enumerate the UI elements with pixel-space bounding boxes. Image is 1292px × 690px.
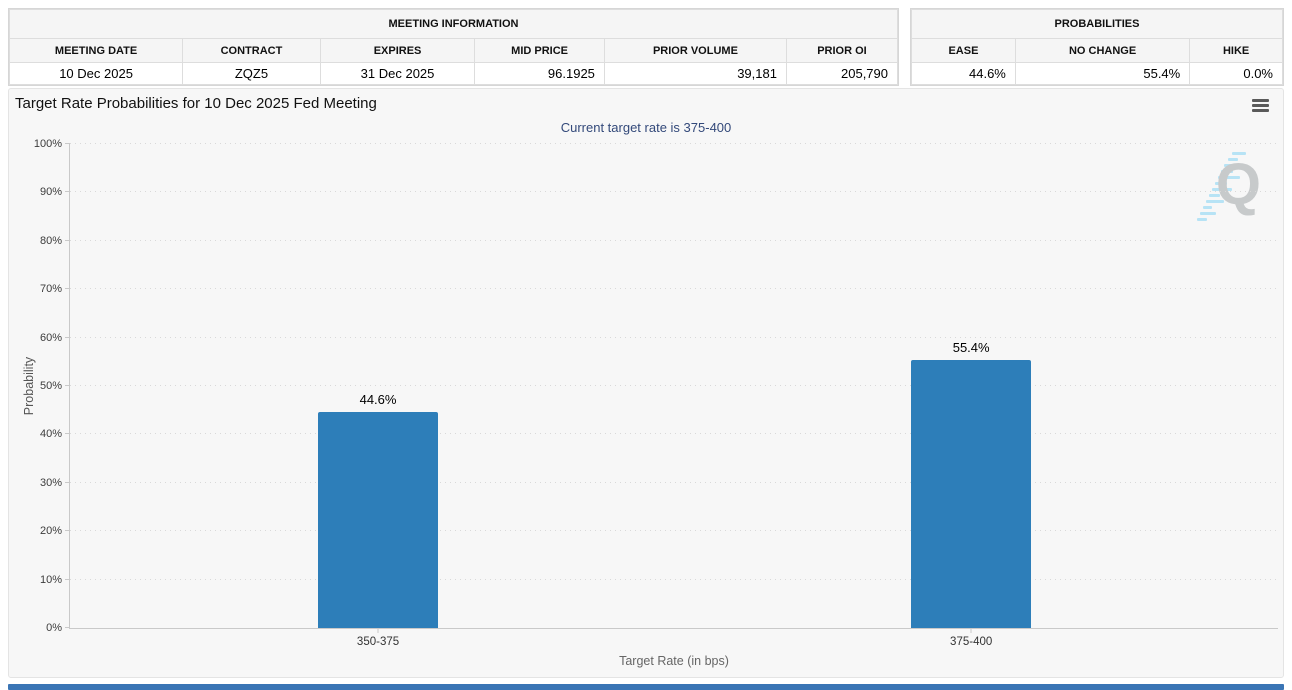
chart-title: Target Rate Probabilities for 10 Dec 202…: [15, 95, 377, 112]
bar[interactable]: [911, 359, 1032, 628]
hamburger-menu-icon[interactable]: [1252, 99, 1269, 114]
col-prior-oi: PRIOR OI: [785, 38, 899, 63]
y-tick-label: 0%: [46, 622, 62, 634]
quikstrike-q-logo-icon: Q: [1195, 146, 1261, 228]
bar-group: 44.6%: [318, 144, 439, 628]
top-tables-row: MEETING INFORMATION MEETING DATE CONTRAC…: [8, 8, 1284, 86]
probabilities-row: 44.6% 55.4% 0.0%: [911, 62, 1283, 85]
y-tick: [65, 385, 70, 386]
gridline: [70, 336, 1278, 338]
y-tick-label: 80%: [39, 234, 62, 247]
meeting-info-table: MEETING INFORMATION MEETING DATE CONTRAC…: [8, 9, 899, 85]
col-contract: CONTRACT: [182, 38, 321, 63]
y-tick-label: 20%: [39, 525, 62, 538]
col-prior-volume: PRIOR VOLUME: [603, 38, 787, 63]
gridline: [70, 288, 1278, 290]
ease-value: 44.6%: [911, 62, 1016, 85]
gridline: [70, 239, 1278, 241]
meeting-date-value: 10 Dec 2025: [8, 62, 184, 85]
probabilities-panel: PROBABILITIES EASE NO CHANGE HIKE 44.6% …: [910, 8, 1284, 86]
x-axis-title: Target Rate (in bps): [619, 654, 729, 668]
y-tick: [65, 627, 70, 628]
col-ease: EASE: [911, 38, 1016, 63]
col-expires: EXPIRES: [319, 38, 476, 63]
probabilities-title: PROBABILITIES: [911, 9, 1283, 39]
y-tick: [65, 336, 70, 338]
y-tick: [65, 481, 70, 483]
y-tick-label: 100%: [33, 138, 62, 150]
bar-value-label: 55.4%: [952, 339, 990, 355]
hike-value: 0.0%: [1189, 62, 1283, 85]
x-category-label: 350-375: [356, 636, 400, 648]
y-tick: [65, 239, 70, 241]
no-change-value: 55.4%: [1014, 62, 1191, 85]
col-hike: HIKE: [1189, 38, 1283, 63]
y-tick: [65, 143, 70, 144]
gridline: [70, 481, 1278, 483]
col-no-change: NO CHANGE: [1014, 38, 1191, 63]
x-tick: [970, 628, 972, 633]
gridline: [70, 191, 1278, 193]
y-tick: [65, 433, 70, 435]
y-tick-label: 50%: [39, 380, 62, 392]
bar[interactable]: [318, 412, 439, 628]
gridline: [70, 143, 1278, 144]
meeting-info-row: 10 Dec 2025 ZQZ5 31 Dec 2025 96.1925 39,…: [8, 62, 899, 85]
meeting-info-title: MEETING INFORMATION: [9, 9, 898, 39]
y-tick-label: 60%: [39, 331, 62, 344]
y-tick-label: 90%: [39, 186, 62, 199]
prior-oi-value: 205,790: [785, 62, 899, 85]
y-tick: [65, 530, 70, 532]
prior-volume-value: 39,181: [603, 62, 787, 85]
bar-value-label: 44.6%: [359, 392, 397, 408]
footer-accent-bar: [8, 684, 1284, 690]
plot-area: 0% 10% 20% 30% 40% 50% 60% 70% 80% 90% 1…: [34, 138, 1278, 668]
y-tick-label: 30%: [39, 476, 62, 489]
probabilities-table: PROBABILITIES EASE NO CHANGE HIKE 44.6% …: [911, 9, 1283, 85]
meeting-info-panel: MEETING INFORMATION MEETING DATE CONTRAC…: [8, 8, 899, 86]
contract-value: ZQZ5: [182, 62, 321, 85]
y-tick-label: 10%: [39, 573, 62, 586]
mid-price-value: 96.1925: [474, 62, 605, 85]
gridline: [70, 385, 1278, 386]
col-mid-price: MID PRICE: [474, 38, 605, 63]
x-category-label: 375-400: [950, 636, 993, 648]
gridline: [70, 578, 1278, 580]
col-meeting-date: MEETING DATE: [8, 38, 184, 63]
x-tick: [377, 628, 379, 633]
bar-group: 55.4%: [911, 144, 1032, 628]
gridline: [70, 433, 1278, 435]
chart-container: Target Rate Probabilities for 10 Dec 202…: [8, 88, 1284, 678]
gridline: [70, 530, 1278, 532]
y-tick: [65, 191, 70, 193]
expires-value: 31 Dec 2025: [319, 62, 476, 85]
chart-subtitle: Current target rate is 375-400: [560, 120, 732, 135]
y-tick-label: 70%: [39, 283, 62, 296]
y-tick: [65, 288, 70, 290]
y-tick: [65, 578, 70, 580]
y-axis-title: Probability: [22, 356, 36, 416]
y-tick-label: 40%: [39, 428, 62, 441]
